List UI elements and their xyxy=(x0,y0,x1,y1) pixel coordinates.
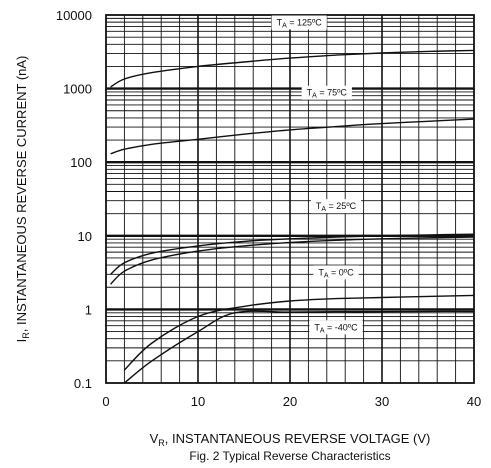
y-axis-title-main: I xyxy=(14,339,29,343)
series-label-bg xyxy=(310,199,362,214)
y-axis-title-sub: R xyxy=(21,332,31,339)
series-label-0: TA = 125ºC xyxy=(271,15,327,30)
y-axis-title: IR, INSTANTANEOUS REVERSE CURRENT (nA) xyxy=(14,56,31,343)
x-tick-label: 30 xyxy=(375,394,389,409)
x-axis-title-main: V xyxy=(150,431,159,446)
series-label-main: T xyxy=(316,201,322,211)
y-tick-label: 10 xyxy=(78,229,92,244)
figure-caption: Fig. 2 Typical Reverse Characteristics xyxy=(189,449,390,463)
series-label-text: TA = 125ºC xyxy=(277,18,323,30)
series-label-main: T xyxy=(318,267,324,277)
series-label-rest: = -40ºC xyxy=(325,322,359,332)
series-label-main: T xyxy=(314,322,320,332)
grid xyxy=(106,15,474,383)
series-label-3: TA = 0ºC xyxy=(313,265,359,280)
curves xyxy=(110,49,475,384)
series-label-bg xyxy=(271,15,327,30)
series-label-sub: A xyxy=(321,206,326,213)
series-label-sub: A xyxy=(320,327,325,334)
series-label-bg xyxy=(301,85,352,100)
y-tick-labels: 0.1 1 10 100 1000 10000 xyxy=(56,8,92,391)
series-label-rest: = 0ºC xyxy=(329,267,355,277)
series-label-rest: = 75ºC xyxy=(317,88,348,98)
series-label-text: TA = 75ºC xyxy=(307,88,348,100)
x-axis-title-sub: R xyxy=(158,438,165,448)
series-label-sub: A xyxy=(282,23,287,30)
x-tick-label: 10 xyxy=(191,394,205,409)
series-label-rest: = 25ºC xyxy=(326,201,357,211)
series-label-main: T xyxy=(277,18,283,28)
series-label-2: TA = 25ºC xyxy=(310,199,362,214)
y-tick-label: 0.1 xyxy=(74,376,92,391)
y-tick-label: 1 xyxy=(85,302,92,317)
series-label-1: TA = 75ºC xyxy=(301,85,352,100)
series-label-sub: A xyxy=(324,272,329,279)
y-axis-title-rest: , INSTANTANEOUS REVERSE CURRENT (nA) xyxy=(14,56,29,333)
series-label-text: TA = 25ºC xyxy=(316,201,357,213)
x-tick-label: 20 xyxy=(283,394,297,409)
y-tick-label: 10000 xyxy=(56,8,92,23)
series-label-sub: A xyxy=(312,93,317,100)
series-label-text: TA = 0ºC xyxy=(318,267,354,279)
x-tick-label: 0 xyxy=(102,394,109,409)
series-label-bg xyxy=(313,265,359,280)
y-tick-label: 100 xyxy=(70,155,92,170)
series-label-rest: = 125ºC xyxy=(287,18,323,28)
series-label-main: T xyxy=(307,88,313,98)
series-label-text: TA = -40ºC xyxy=(314,322,358,334)
series-line-3 xyxy=(123,294,475,371)
series-label-bg xyxy=(309,320,363,335)
series-label-4: TA = -40ºC xyxy=(309,320,363,335)
series-line-1 xyxy=(110,118,475,155)
x-tick-label: 40 xyxy=(467,394,481,409)
series-line-4 xyxy=(123,310,475,384)
x-tick-labels: 0 10 20 30 40 xyxy=(102,394,481,409)
x-axis-title: VR, INSTANTANEOUS REVERSE VOLTAGE (V) xyxy=(150,431,431,448)
series-line-extra-0 xyxy=(110,233,475,275)
series-line-extra-1 xyxy=(110,236,475,285)
x-axis-title-rest: , INSTANTANEOUS REVERSE VOLTAGE (V) xyxy=(165,431,431,446)
series-line-0 xyxy=(110,49,475,88)
y-tick-label: 1000 xyxy=(63,82,92,97)
